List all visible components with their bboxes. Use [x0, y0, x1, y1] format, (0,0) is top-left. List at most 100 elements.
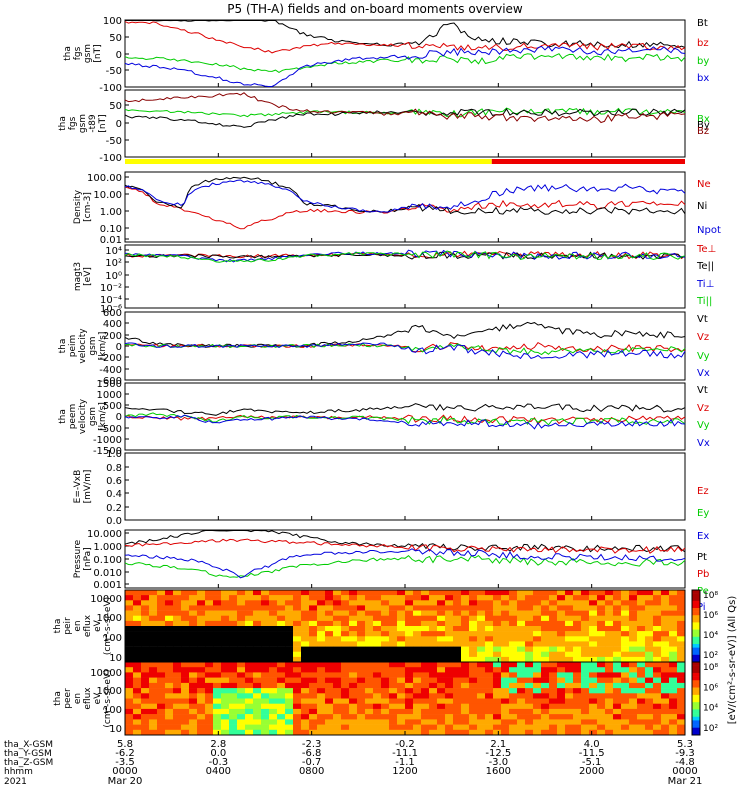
spectrogram-cell [285, 600, 294, 606]
spectrogram-cell [629, 682, 638, 689]
legend-Pi: Pi [697, 602, 706, 613]
spectrogram-cell [205, 672, 214, 678]
spectrogram-cell [269, 636, 278, 642]
spectrogram-cell [597, 651, 606, 658]
spectrogram-cell [125, 636, 134, 642]
spectrogram-cell [237, 590, 246, 596]
spectrogram-cell [397, 610, 406, 616]
spectrogram-cell [229, 605, 238, 611]
spectrogram-cell [365, 672, 374, 678]
spectrogram-cell [269, 595, 278, 601]
spectrogram-cell [341, 590, 350, 596]
spectrogram-cell [541, 600, 550, 606]
ytick-label-1-0: 50 [109, 101, 122, 112]
spectrogram-cell [309, 693, 318, 699]
spectrogram-cell [197, 600, 206, 606]
spectrogram-cell [245, 626, 254, 632]
spectrogram-cell [309, 656, 318, 663]
spectrogram-cell [485, 714, 494, 720]
spectrogram-cell [541, 605, 550, 611]
spectrogram-cell [357, 610, 366, 616]
spectrogram-cell [229, 724, 238, 731]
ytick-label-5-0: 1500 [97, 379, 122, 390]
spectrogram-cell [213, 631, 222, 637]
spectrogram-cell [229, 651, 238, 658]
spectrogram-cell [565, 646, 574, 652]
spectrogram-cell [589, 646, 598, 652]
spectrogram-cell [453, 682, 462, 689]
panel-ylabel-0-3: [nT] [93, 44, 103, 62]
spectrogram-cell [189, 646, 198, 652]
spectrogram-cell [493, 605, 502, 611]
spectrogram-cell [493, 672, 502, 678]
legend-Vt: Vt [697, 314, 708, 325]
spectrogram-cell [613, 708, 622, 715]
spectrogram-cell [221, 688, 230, 694]
spectrogram-cell [477, 646, 486, 652]
spectrogram-cell [373, 641, 382, 647]
spectrogram-cell [141, 688, 150, 694]
spectrogram-cell [533, 600, 542, 606]
spectrogram-cell [189, 595, 198, 601]
spectrogram-cell [445, 626, 454, 632]
ytick-label-4-5: -400 [99, 365, 122, 376]
spectrogram-cell [413, 729, 422, 736]
spectrogram-cell [485, 636, 494, 642]
spectrogram-cell [397, 703, 406, 710]
ytick-label-4-4: -200 [99, 353, 122, 364]
spectrogram-cell [669, 703, 678, 710]
spectrogram-cell [581, 714, 590, 720]
spectrogram-cell [581, 708, 590, 715]
spectrogram-cell [653, 688, 662, 694]
spectrogram-cell [317, 605, 326, 611]
spectrogram-cell [341, 688, 350, 694]
spectrogram-cell [621, 667, 630, 673]
spectrogram-cell [557, 708, 566, 715]
spectrogram-cell [333, 724, 342, 731]
spectrogram-cell [605, 693, 614, 699]
spectrogram-cell [541, 698, 550, 704]
spectrogram-cell [325, 667, 334, 673]
spectrogram-cell [381, 636, 390, 642]
spectrogram-cell [597, 610, 606, 616]
spectrogram-cell [221, 667, 230, 673]
spectrogram-cell [205, 595, 214, 601]
xaxis-row-value-0-6: 5.3 [677, 739, 693, 750]
spectrogram-cell [221, 651, 230, 658]
spectrogram-cell [421, 651, 430, 658]
colorbar-swatch [692, 618, 700, 623]
spectrogram-cell [661, 646, 670, 652]
spectrogram-cell [437, 714, 446, 720]
spectrogram-cell [397, 672, 406, 678]
spectrogram-cell [157, 595, 166, 601]
spectrogram-cell [677, 641, 686, 647]
spectrogram-cell [181, 595, 190, 601]
spectrogram-cell [293, 651, 302, 658]
spectrogram-cell [309, 590, 318, 596]
page-title: P5 (TH-A) fields and on-board moments ov… [227, 2, 523, 16]
spectrogram-cell [501, 698, 510, 704]
spectrogram-cell [301, 698, 310, 704]
spectrogram-cell [533, 682, 542, 689]
spectrogram-cell [357, 595, 366, 601]
spectrogram-cell [669, 595, 678, 601]
spectrogram-cell [349, 677, 358, 684]
spectrogram-cell [397, 719, 406, 725]
panel-frame-6 [124, 452, 686, 521]
spectrogram-cell [541, 729, 550, 736]
spectrogram-cell [125, 693, 134, 699]
spectrogram-cell [557, 605, 566, 611]
spectrogram-cell [421, 688, 430, 694]
spectrogram-cell [213, 605, 222, 611]
spectrogram-cell [245, 610, 254, 616]
spectrogram-cell [669, 615, 678, 622]
spectrogram-cell [533, 631, 542, 637]
spectrogram-cell [453, 605, 462, 611]
spectrogram-cell [525, 714, 534, 720]
spectrogram-cell [301, 719, 310, 725]
spectrogram-cell [365, 641, 374, 647]
spectrogram-cell [485, 677, 494, 684]
spectrogram-cell [525, 688, 534, 694]
spectrogram-cell [605, 626, 614, 632]
spectrogram-cell [469, 595, 478, 601]
